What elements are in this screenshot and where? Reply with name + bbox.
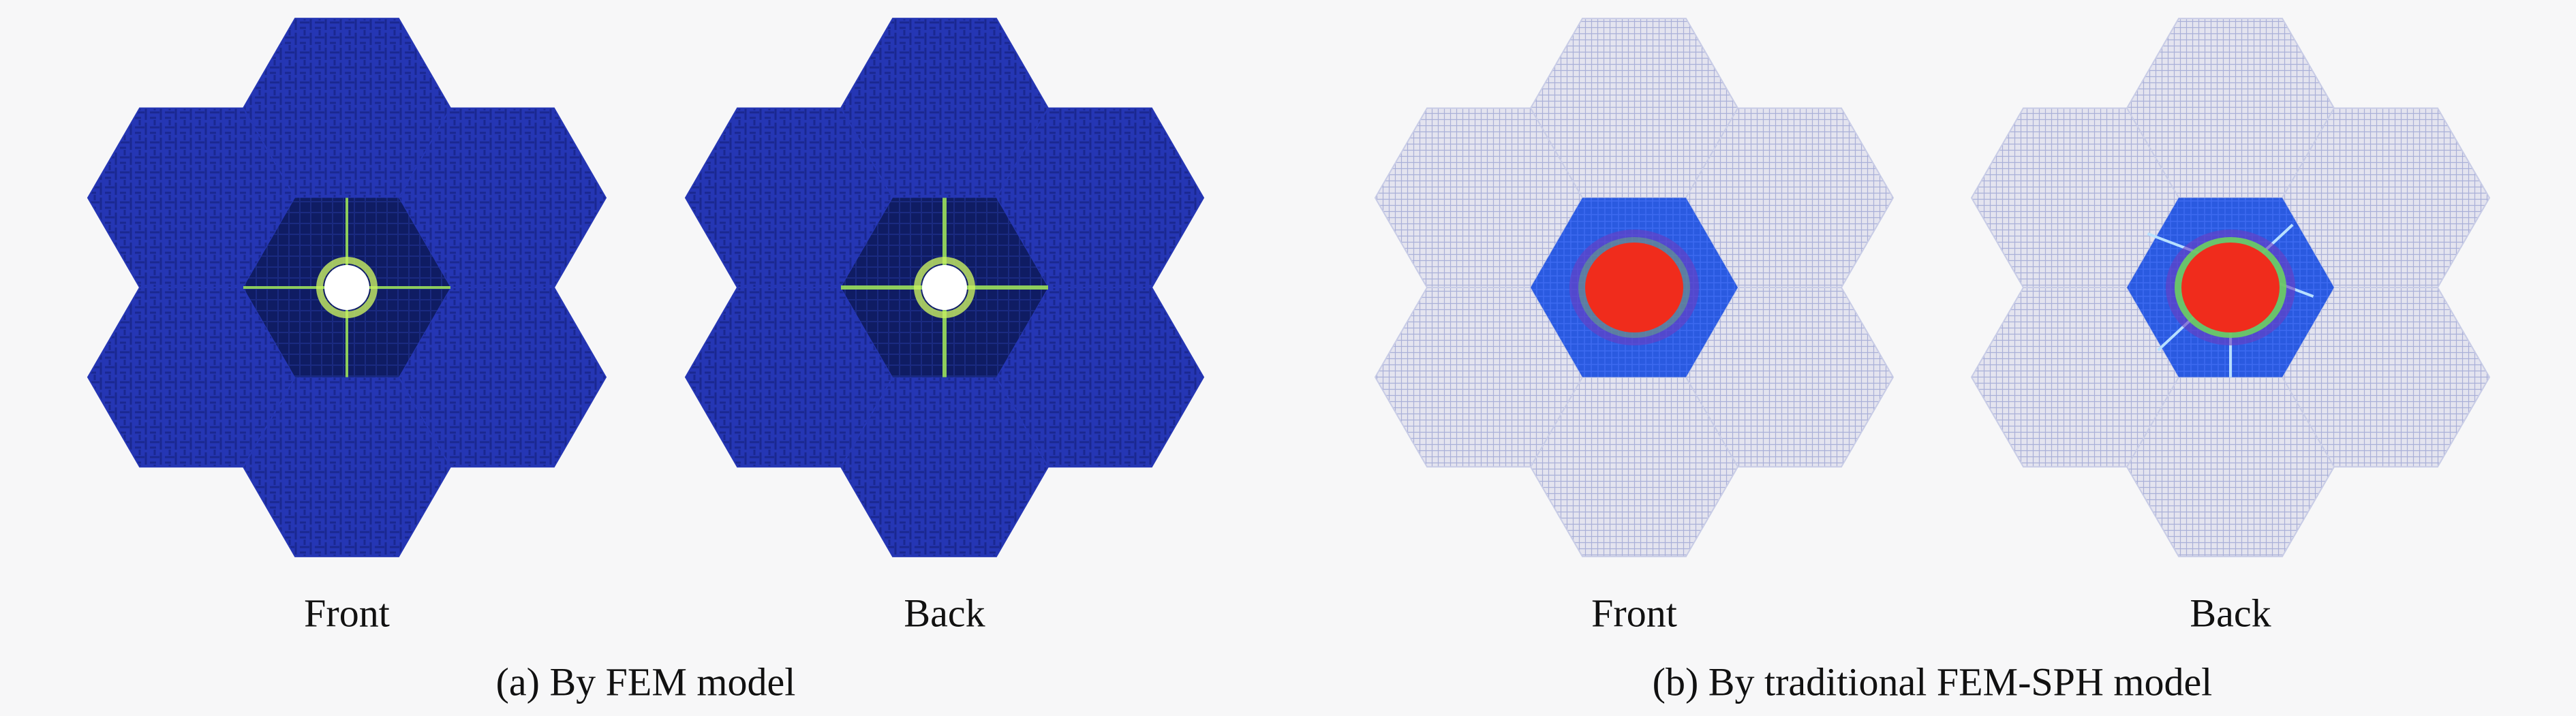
hex-cluster	[1374, 18, 1895, 557]
debris-cloud	[2181, 243, 2280, 332]
crack-zone	[914, 257, 975, 318]
view-label: Back	[904, 591, 985, 635]
debris-cloud	[1585, 243, 1683, 332]
view-label: Front	[304, 591, 390, 635]
view-label: Front	[1591, 591, 1677, 635]
hex-cluster	[684, 18, 1205, 557]
hex-cluster	[1970, 18, 2491, 557]
perforation	[922, 265, 967, 310]
view-label: Back	[2190, 591, 2271, 635]
panel-caption: (a) By FEM model	[496, 659, 796, 704]
hex-cluster	[87, 18, 607, 557]
crack-zone	[316, 257, 378, 318]
perforation	[324, 265, 369, 310]
panel-caption: (b) By traditional FEM-SPH model	[1653, 659, 2213, 704]
